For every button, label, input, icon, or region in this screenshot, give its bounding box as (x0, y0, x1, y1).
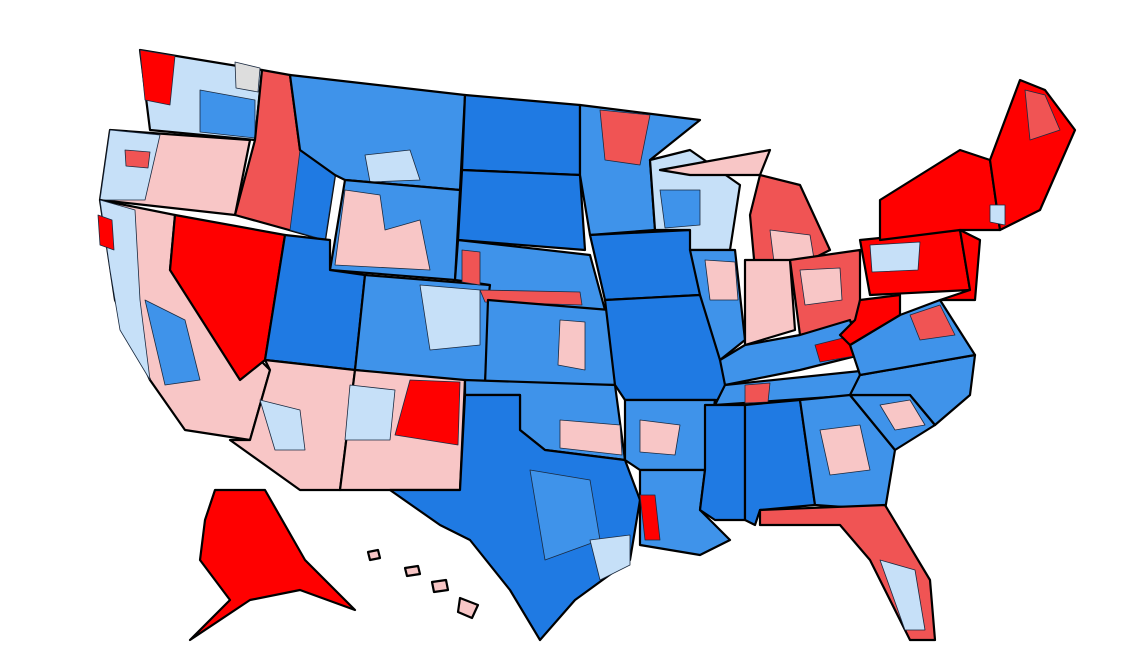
alaska (188, 488, 357, 642)
hawaii-island (403, 564, 422, 578)
district (394, 379, 461, 446)
west-virginia (838, 293, 902, 347)
district (879, 559, 926, 631)
hawaii-island (366, 548, 382, 562)
district (461, 249, 481, 286)
district (599, 109, 651, 166)
district (344, 384, 396, 441)
iowa (588, 228, 702, 302)
district (704, 259, 739, 301)
district (659, 189, 701, 229)
north-dakota (460, 93, 582, 177)
hawaii (456, 596, 480, 620)
mississippi (698, 403, 747, 522)
south-dakota (456, 168, 587, 252)
district (259, 399, 306, 451)
new-york (878, 148, 1002, 242)
district (97, 214, 115, 251)
florida (758, 503, 937, 642)
district (234, 61, 261, 93)
district (744, 382, 771, 404)
states (97, 48, 1077, 642)
district (799, 267, 843, 306)
district (639, 494, 661, 541)
district (144, 299, 201, 386)
indiana (743, 258, 797, 347)
district (364, 149, 421, 183)
district (639, 419, 681, 456)
district (559, 419, 623, 456)
district (419, 284, 481, 351)
district (139, 49, 176, 106)
kansas (483, 298, 617, 387)
district (1024, 89, 1061, 141)
district (909, 304, 956, 341)
district (124, 149, 151, 169)
texas (388, 393, 642, 642)
district (334, 189, 431, 271)
district (589, 534, 631, 581)
mid-atlantic (938, 228, 982, 302)
district (989, 204, 1006, 226)
district (557, 319, 586, 371)
district (819, 424, 871, 476)
district (869, 241, 921, 273)
hawaii-island (430, 578, 450, 594)
nevada (168, 213, 287, 382)
district (879, 399, 926, 431)
